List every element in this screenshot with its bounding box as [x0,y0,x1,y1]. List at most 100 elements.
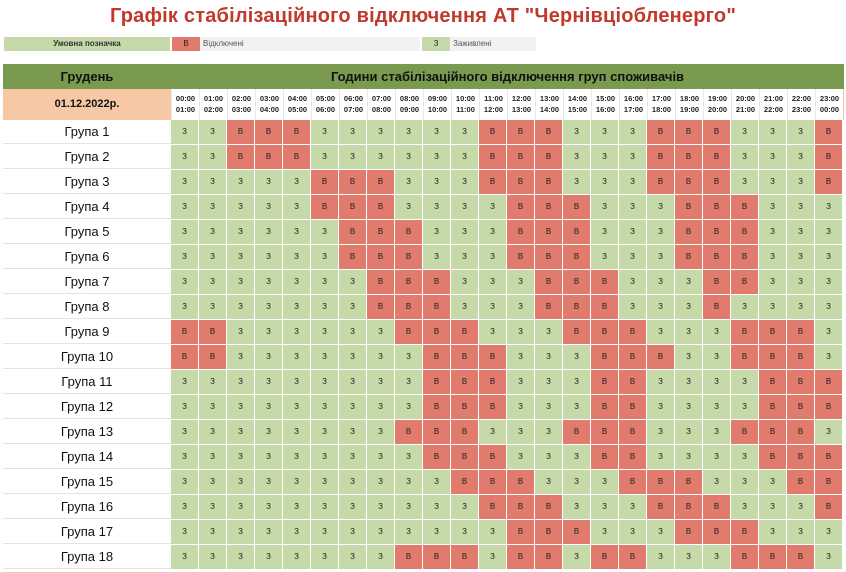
cell-on: З [283,270,311,294]
time-cells: 00:00 01:00 01:00 02:00 02:00 03:00 03:00 04:00… [171,89,843,120]
cell-on: З [731,470,759,494]
cell-on: З [367,420,395,444]
cell-on: З [563,395,591,419]
cell-on: З [675,420,703,444]
hour-header: 01:00 02:00 [199,89,227,120]
hour-end: 01:00 [175,105,196,114]
hour-header: 23:00 00:00 [815,89,843,120]
cell-off: В [563,295,591,319]
cell-off: В [759,420,787,444]
hour-end: 04:00 [259,105,280,114]
cell-off: В [423,445,451,469]
cell-on: З [647,320,675,344]
cell-off: В [647,495,675,519]
cell-on: З [339,320,367,344]
cell-off: В [507,495,535,519]
group-name: Група 13 [3,420,171,444]
cell-on: З [255,520,283,544]
cell-off: В [731,270,759,294]
cell-off: В [535,145,563,169]
cell-off: В [675,470,703,494]
cell-on: З [199,195,227,219]
cell-on: З [339,145,367,169]
cell-on: З [675,370,703,394]
cell-on: З [507,270,535,294]
cell-off: В [507,545,535,569]
cell-off: В [591,420,619,444]
cell-off: В [591,370,619,394]
cell-off: В [507,520,535,544]
cell-on: З [787,120,815,144]
cell-off: В [619,370,647,394]
cell-on: З [759,195,787,219]
cell-on: З [255,495,283,519]
cell-on: З [171,295,199,319]
cell-on: З [731,145,759,169]
cell-on: З [815,345,843,369]
hour-header: 19:00 20:00 [703,89,731,120]
cell-off: В [535,270,563,294]
cell-on: З [395,170,423,194]
cell-off: В [619,395,647,419]
cell-off: В [591,545,619,569]
cell-off: В [703,295,731,319]
cell-on: З [647,370,675,394]
cell-on: З [563,495,591,519]
cell-on: З [283,395,311,419]
cell-off: В [619,420,647,444]
cell-off: В [535,220,563,244]
cell-on: З [227,245,255,269]
cell-on: З [731,445,759,469]
cell-off: В [675,120,703,144]
cell-on: З [339,545,367,569]
cell-on: З [507,395,535,419]
cell-on: З [395,345,423,369]
cell-on: З [255,395,283,419]
cell-off: В [703,195,731,219]
cell-on: З [227,220,255,244]
cell-on: З [759,495,787,519]
cell-off: В [563,420,591,444]
hour-header: 15:00 16:00 [591,89,619,120]
cell-off: В [647,145,675,169]
cell-off: В [703,495,731,519]
cell-on: З [283,420,311,444]
cell-off: В [451,470,479,494]
cell-on: З [563,370,591,394]
cell-on: З [311,295,339,319]
cell-on: З [339,470,367,494]
cell-on: З [339,120,367,144]
cell-on: З [507,445,535,469]
table-row: Група 12 З З З З З З З З З В В В З З З В В З З З З В В В [3,395,844,420]
hour-start: 00:00 [175,94,196,103]
cell-on: З [311,220,339,244]
cell-on: З [367,120,395,144]
table-row: Група 14 З З З З З З З З З В В В З З З В В З З З З В В В [3,445,844,470]
legend-off-label: Відключені [200,37,420,51]
cell-on: З [479,520,507,544]
cell-on: З [199,245,227,269]
hour-header: 00:00 01:00 [171,89,199,120]
cell-off: В [451,445,479,469]
cell-on: З [787,520,815,544]
cell-on: З [703,320,731,344]
cell-off: В [395,245,423,269]
cell-off: В [675,220,703,244]
cell-off: В [507,220,535,244]
cell-off: В [507,120,535,144]
cell-on: З [171,395,199,419]
cell-on: З [199,120,227,144]
group-name: Група 9 [3,320,171,344]
cell-on: З [395,520,423,544]
cell-off: В [535,245,563,269]
cell-off: В [787,370,815,394]
cell-on: З [395,145,423,169]
cell-on: З [815,420,843,444]
cell-off: В [283,145,311,169]
cell-off: В [787,345,815,369]
cell-on: З [759,470,787,494]
cell-on: З [815,295,843,319]
hour-end: 00:00 [819,105,840,114]
cell-off: В [703,245,731,269]
